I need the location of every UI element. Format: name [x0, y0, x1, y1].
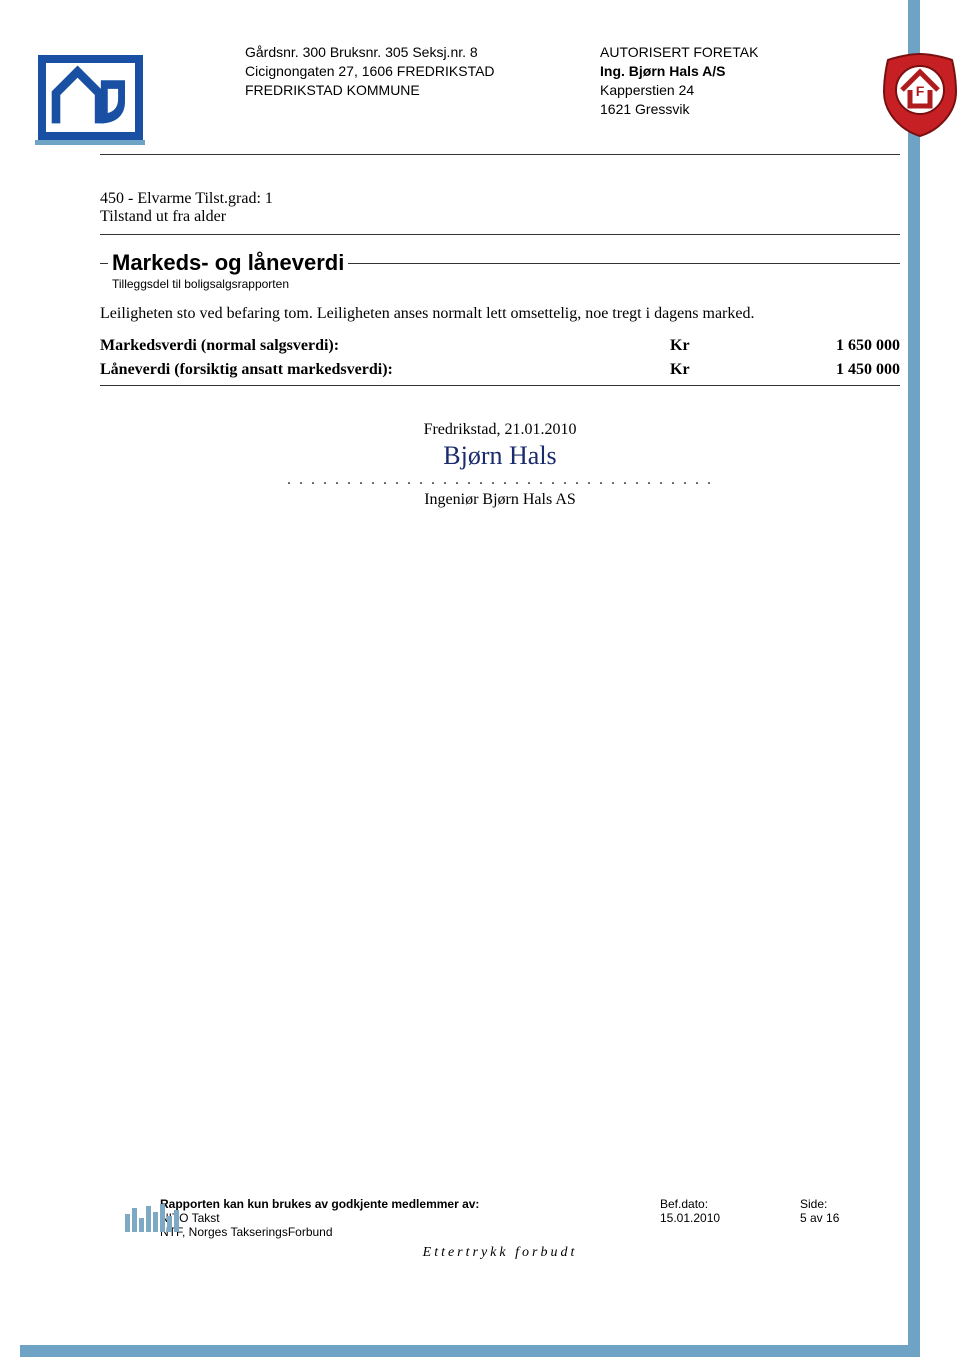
footer-date-column: Bef.dato: 15.01.2010 [660, 1197, 800, 1239]
document-header: Gårdsnr. 300 Bruksnr. 305 Seksj.nr. 8 Ci… [100, 35, 900, 155]
section-heading: Markeds- og låneverdi [100, 253, 900, 273]
condition-line-1: 450 - Elvarme Tilst.grad: 1 [100, 190, 900, 208]
market-value-row: Markedsverdi (normal salgsverdi): Kr 1 6… [100, 337, 900, 355]
footer-org-1: NITO Takst [160, 1211, 660, 1225]
loan-value-row: Låneverdi (forsiktig ansatt markedsverdi… [100, 361, 900, 379]
handwritten-signature: Bjørn Hals [100, 443, 900, 469]
header-property-ref: Gårdsnr. 300 Bruksnr. 305 Seksj.nr. 8 [245, 43, 600, 62]
section-title: Markeds- og låneverdi [108, 250, 348, 276]
header-company-city: 1621 Gressvik [600, 100, 900, 119]
footer-page-column: Side: 5 av 16 [800, 1197, 900, 1239]
signature-place-date: Fredrikstad, 21.01.2010 [100, 421, 900, 439]
footer-side-label: Side: [800, 1197, 900, 1211]
market-value-label: Markedsverdi (normal salgsverdi): [100, 337, 670, 355]
loan-value-amount: 1 450 000 [790, 361, 900, 379]
section-subtitle: Tilleggsdel til boligsalgsrapporten [112, 277, 900, 291]
bottom-border-bar [20, 1345, 920, 1357]
header-municipality: FREDRIKSTAD KOMMUNE [245, 81, 600, 100]
condition-block: 450 - Elvarme Tilst.grad: 1 Tilstand ut … [100, 180, 900, 235]
condition-line-2: Tilstand ut fra alder [100, 208, 900, 226]
header-right-block: AUTORISERT FORETAK Ing. Bjørn Hals A/S K… [600, 35, 900, 154]
signer-name: Ingeniør Bjørn Hals AS [100, 491, 900, 509]
signature-block: Fredrikstad, 21.01.2010 Bjørn Hals . . .… [100, 421, 900, 509]
header-company-street: Kapperstien 24 [600, 81, 900, 100]
section-bottom-rule [100, 385, 900, 386]
document-body: 450 - Elvarme Tilst.grad: 1 Tilstand ut … [100, 180, 900, 1267]
header-authorised-label: AUTORISERT FORETAK [600, 43, 900, 62]
footer-org-2: NTF, Norges TakseringsForbund [160, 1225, 660, 1239]
section-description: Leiligheten sto ved befaring tom. Leilig… [100, 305, 900, 323]
right-border-bar [908, 0, 920, 1357]
footer-tagline: Ettertrykk forbudt [100, 1245, 900, 1261]
market-value-amount: 1 650 000 [790, 337, 900, 355]
market-value-currency: Kr [670, 337, 790, 355]
footer-left-column: Rapporten kan kun brukes av godkjente me… [160, 1197, 660, 1239]
header-company-name: Ing. Bjørn Hals A/S [600, 62, 900, 81]
header-left-block: Gårdsnr. 300 Bruksnr. 305 Seksj.nr. 8 Ci… [100, 35, 600, 154]
signature-dotted-line: . . . . . . . . . . . . . . . . . . . . … [100, 471, 900, 489]
document-footer: Rapporten kan kun brukes av godkjente me… [100, 1197, 900, 1267]
footer-bef-value: 15.01.2010 [660, 1211, 800, 1225]
svg-text:F: F [916, 83, 925, 99]
footer-side-value: 5 av 16 [800, 1211, 900, 1225]
header-address: Cicignongaten 27, 1606 FREDRIKSTAD [245, 62, 600, 81]
footer-usage-line: Rapporten kan kun brukes av godkjente me… [160, 1197, 660, 1211]
footer-bef-label: Bef.dato: [660, 1197, 800, 1211]
footer-bars-icon [125, 1202, 205, 1232]
loan-value-label: Låneverdi (forsiktig ansatt markedsverdi… [100, 361, 670, 379]
loan-value-currency: Kr [670, 361, 790, 379]
